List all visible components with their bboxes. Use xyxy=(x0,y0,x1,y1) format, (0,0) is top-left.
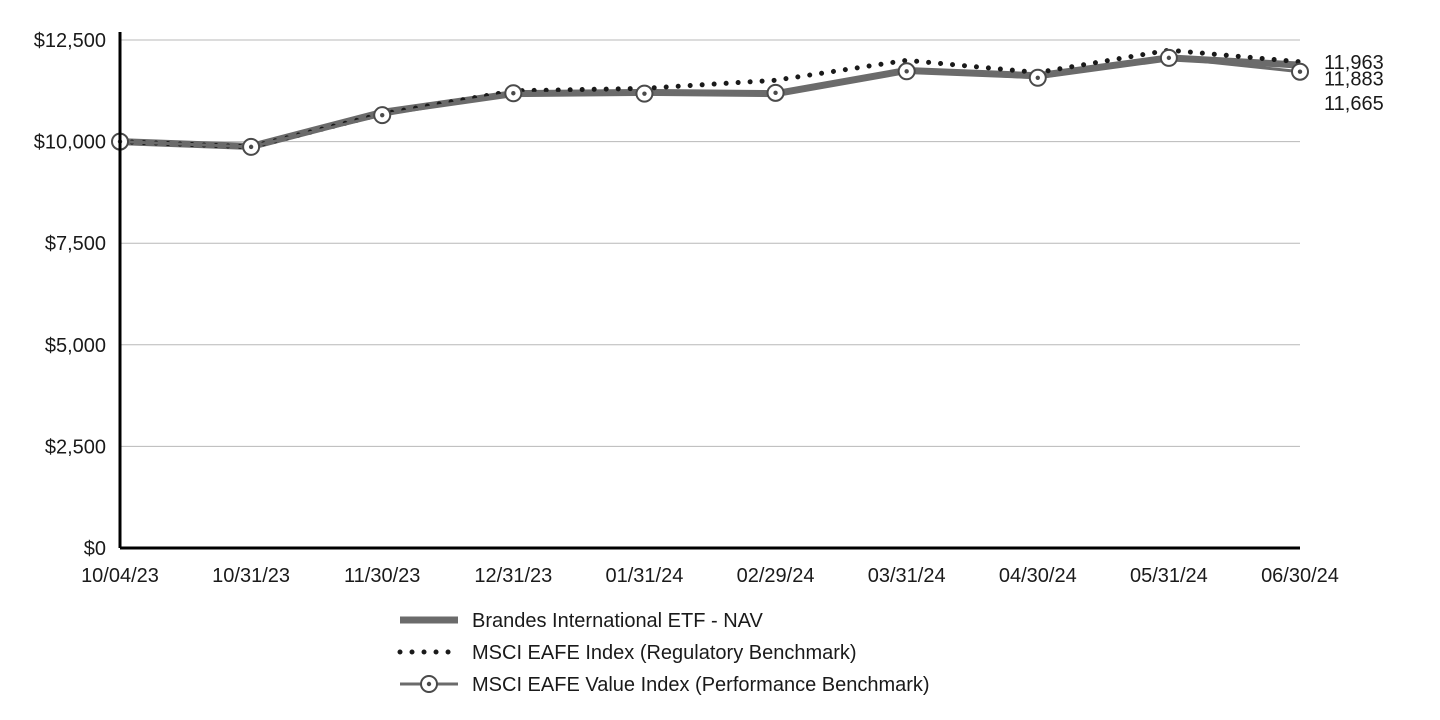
performance-growth-chart: $0 $2,500 $5,000 $7,500 $10,000 $12,500 10/04/… xyxy=(0,0,1440,720)
x-axis-tick-label: 04/30/24 xyxy=(999,565,1077,587)
series-marker-dot-msci_eafe_value xyxy=(1298,69,1302,73)
legend-label-brandes: Brandes International ETF - NAV xyxy=(472,610,764,632)
y-axis-tick-label: $10,000 xyxy=(34,132,106,154)
series-marker-dot-msci_eafe_value xyxy=(1167,56,1171,60)
x-axis-tick-label: 11/30/23 xyxy=(344,565,420,587)
end-value-label: 11,665 xyxy=(1324,93,1384,115)
series-marker-dot-msci_eafe_value xyxy=(904,69,908,73)
series-marker-dot-msci_eafe_value xyxy=(773,91,777,95)
end-value-labels: 11,96311,88311,665 xyxy=(1324,52,1384,115)
legend-marker-dot-msci_eafe_value xyxy=(427,682,431,686)
chart-svg: $0 $2,500 $5,000 $7,500 $10,000 $12,500 10/04/… xyxy=(0,0,1440,720)
series-marker-dot-msci_eafe_value xyxy=(380,113,384,117)
x-axis-tick-label: 10/31/23 xyxy=(212,565,290,587)
x-axis-tick-label: 02/29/24 xyxy=(737,565,815,587)
x-axis-tick-label: 06/30/24 xyxy=(1261,565,1339,587)
series-marker-dot-msci_eafe_value xyxy=(511,91,515,95)
legend-label-msci_eafe: MSCI EAFE Index (Regulatory Benchmark) xyxy=(472,642,857,664)
y-axis-tick-label: $12,500 xyxy=(34,30,106,52)
x-axis-tick-label: 10/04/23 xyxy=(81,565,159,587)
series-marker-dot-msci_eafe_value xyxy=(642,91,646,95)
legend-label-msci_eafe_value: MSCI EAFE Value Index (Performance Bench… xyxy=(472,674,930,696)
x-axis-tick-label: 01/31/24 xyxy=(606,565,684,587)
series-marker-dot-msci_eafe_value xyxy=(249,145,253,149)
x-axis-tick-label: 03/31/24 xyxy=(868,565,946,587)
y-axis-tick-label: $7,500 xyxy=(45,233,106,255)
end-value-label: 11,883 xyxy=(1324,69,1384,91)
y-axis-tick-label: $5,000 xyxy=(45,335,106,357)
y-axis-tick-label: $0 xyxy=(84,538,106,560)
y-axis-tick-label: $2,500 xyxy=(45,436,106,458)
series-marker-dot-msci_eafe_value xyxy=(1036,76,1040,80)
x-axis-tick-label: 05/31/24 xyxy=(1130,565,1208,587)
x-axis-tick-label: 12/31/23 xyxy=(474,565,552,587)
